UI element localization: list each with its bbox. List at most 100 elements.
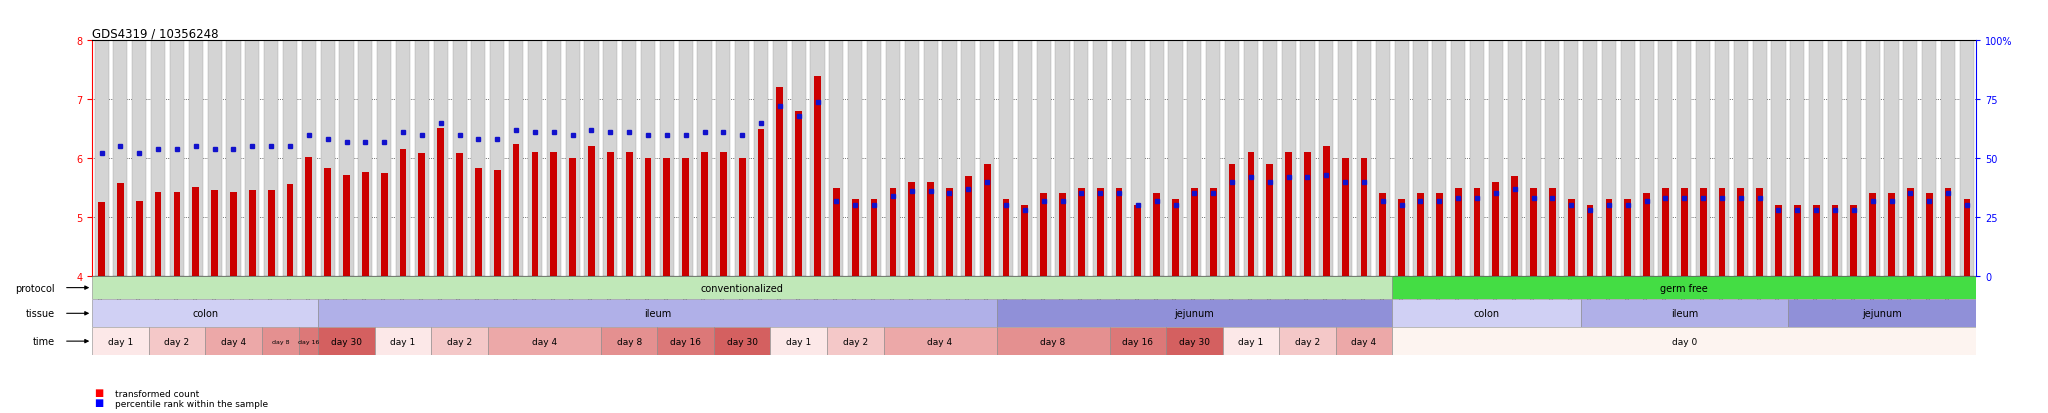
Bar: [438, 129, 444, 276]
Bar: [1772, 41, 1786, 276]
Text: day 8: day 8: [616, 337, 641, 346]
FancyBboxPatch shape: [883, 328, 997, 355]
Bar: [362, 173, 369, 276]
Bar: [1696, 41, 1710, 276]
Bar: [211, 190, 217, 276]
Bar: [152, 41, 166, 276]
Bar: [305, 158, 311, 276]
Bar: [1681, 188, 1688, 276]
Bar: [700, 153, 709, 276]
Bar: [1376, 41, 1391, 276]
Bar: [94, 41, 109, 276]
Bar: [1040, 194, 1047, 276]
Bar: [795, 112, 803, 276]
Bar: [965, 176, 971, 276]
FancyBboxPatch shape: [1788, 300, 1976, 328]
Bar: [1282, 41, 1296, 276]
Bar: [739, 159, 745, 276]
Text: day 0: day 0: [1671, 337, 1698, 346]
Text: conventionalized: conventionalized: [700, 283, 784, 293]
Bar: [344, 175, 350, 276]
Bar: [399, 150, 406, 276]
Bar: [340, 41, 354, 276]
Text: day 1: day 1: [391, 337, 416, 346]
Bar: [532, 153, 539, 276]
Bar: [1055, 41, 1069, 276]
Bar: [1829, 41, 1841, 276]
FancyBboxPatch shape: [1335, 328, 1393, 355]
Bar: [1870, 194, 1876, 276]
Text: ileum: ileum: [1671, 309, 1698, 318]
Text: day 4: day 4: [221, 337, 246, 346]
Text: jejunum: jejunum: [1174, 309, 1214, 318]
Bar: [1907, 188, 1913, 276]
Bar: [453, 41, 467, 276]
Bar: [1149, 41, 1163, 276]
Bar: [1210, 188, 1217, 276]
Bar: [811, 41, 825, 276]
Text: transformed count: transformed count: [115, 389, 199, 398]
Bar: [1925, 194, 1933, 276]
Bar: [659, 41, 674, 276]
Text: day 2: day 2: [1294, 337, 1321, 346]
Bar: [1094, 41, 1108, 276]
Bar: [1583, 41, 1597, 276]
Text: day 2: day 2: [842, 337, 868, 346]
Bar: [623, 41, 637, 276]
FancyBboxPatch shape: [827, 328, 883, 355]
Bar: [512, 145, 520, 276]
Text: day 30: day 30: [332, 337, 362, 346]
Bar: [1489, 41, 1503, 276]
Bar: [551, 153, 557, 276]
Bar: [1075, 41, 1087, 276]
Bar: [1866, 41, 1880, 276]
Text: day 16: day 16: [670, 337, 700, 346]
Bar: [547, 41, 561, 276]
FancyBboxPatch shape: [600, 328, 657, 355]
Bar: [1475, 188, 1481, 276]
Bar: [924, 41, 938, 276]
Bar: [174, 192, 180, 276]
Bar: [664, 159, 670, 276]
Bar: [1470, 41, 1485, 276]
Bar: [758, 129, 764, 276]
FancyBboxPatch shape: [150, 328, 205, 355]
FancyBboxPatch shape: [1223, 328, 1280, 355]
Bar: [193, 188, 199, 276]
Bar: [1360, 159, 1368, 276]
Bar: [1337, 41, 1352, 276]
Text: colon: colon: [193, 309, 219, 318]
Text: day 4: day 4: [532, 337, 557, 346]
Bar: [606, 153, 614, 276]
Bar: [735, 41, 750, 276]
FancyBboxPatch shape: [375, 328, 432, 355]
Bar: [1753, 41, 1767, 276]
FancyBboxPatch shape: [487, 328, 600, 355]
Bar: [283, 41, 297, 276]
Bar: [1300, 41, 1315, 276]
Bar: [457, 154, 463, 276]
Bar: [942, 41, 956, 276]
Bar: [1884, 41, 1898, 276]
Bar: [1757, 188, 1763, 276]
FancyBboxPatch shape: [715, 328, 770, 355]
Text: day 30: day 30: [727, 337, 758, 346]
FancyBboxPatch shape: [770, 328, 827, 355]
Bar: [584, 41, 598, 276]
Text: ■: ■: [94, 397, 104, 407]
Bar: [1225, 41, 1239, 276]
Bar: [1436, 194, 1442, 276]
Bar: [113, 41, 127, 276]
FancyBboxPatch shape: [299, 328, 317, 355]
FancyBboxPatch shape: [262, 328, 299, 355]
Bar: [1526, 41, 1540, 276]
Bar: [528, 41, 543, 276]
Bar: [1776, 206, 1782, 276]
Bar: [1395, 41, 1409, 276]
Bar: [324, 169, 332, 276]
Bar: [1004, 200, 1010, 276]
Bar: [1153, 194, 1159, 276]
Text: jejunum: jejunum: [1862, 309, 1903, 318]
Bar: [999, 41, 1014, 276]
Text: day 8: day 8: [272, 339, 289, 344]
